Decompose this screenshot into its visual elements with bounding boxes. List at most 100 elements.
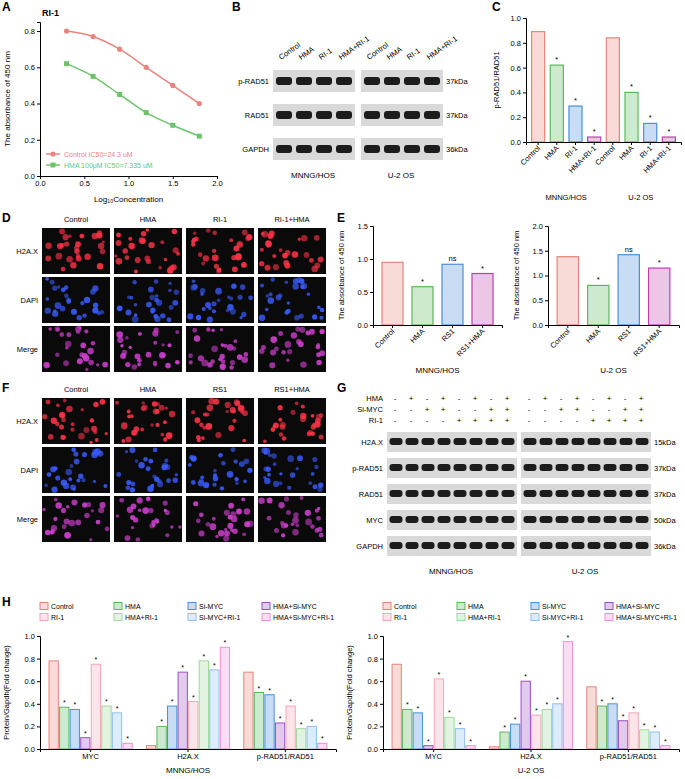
nucleus [146, 496, 150, 500]
band [556, 464, 569, 471]
blot-background [273, 70, 355, 92]
tick-label: 1.5 [533, 247, 543, 256]
tick: 0.4 [25, 700, 40, 709]
nucleus [260, 283, 264, 287]
nucleus [296, 339, 302, 345]
bar [382, 262, 403, 325]
nucleus [214, 264, 219, 269]
nucleus [232, 266, 238, 272]
nucleus [230, 407, 236, 413]
condition-sign: + [559, 405, 564, 414]
tick-label: 0.6 [368, 677, 378, 686]
micrograph [258, 447, 326, 493]
nucleus [45, 242, 51, 248]
blot-background [521, 510, 651, 530]
nucleus [78, 326, 81, 329]
nucleus [307, 292, 310, 295]
nucleus [76, 254, 80, 258]
significance: * [258, 685, 261, 692]
bar [286, 706, 295, 749]
nucleus [266, 467, 271, 472]
axis-line [545, 227, 549, 326]
band [524, 516, 537, 523]
band [316, 145, 332, 153]
blot-background [273, 138, 355, 160]
nucleus [263, 439, 267, 443]
x-axis: ControlHMARS1RS1+HMA [548, 325, 679, 358]
band [422, 516, 435, 523]
significance: * [213, 662, 216, 669]
nucleus [172, 300, 178, 306]
nucleus [146, 352, 152, 358]
band [486, 516, 499, 523]
western-blot: HMA-+-+-+-+-+-+-+-+Si-MYC--++--++--++--+… [352, 394, 676, 577]
nucleus [316, 360, 321, 365]
nucleus [130, 296, 134, 300]
condition-sign: + [489, 405, 494, 414]
nucleus [51, 525, 57, 531]
nucleus [79, 352, 84, 357]
micrograph [258, 277, 326, 323]
nucleus [148, 242, 154, 248]
nucleus [273, 462, 277, 466]
nucleus [202, 307, 206, 311]
band [406, 516, 419, 523]
condition-sign: - [474, 405, 477, 414]
nucleus [138, 508, 142, 512]
significance: * [181, 664, 184, 671]
nucleus [244, 521, 250, 527]
legend-label: Control [394, 603, 417, 610]
tick-mark [37, 704, 40, 705]
bar-chart: *ns*ControlHMARS1RS1+HMA0.00.51.01.52.0T… [512, 222, 680, 375]
nucleus [200, 292, 204, 296]
nucleus [166, 478, 171, 483]
band [406, 464, 419, 471]
condition-sign: - [528, 405, 531, 414]
nucleus [137, 497, 143, 503]
tick-mark [594, 142, 595, 145]
nucleus [301, 235, 308, 242]
plot-area [557, 255, 670, 325]
nucleus [269, 362, 275, 368]
nucleus [137, 363, 141, 367]
significance: * [416, 705, 419, 712]
legend-marker [50, 151, 55, 156]
nucleus [55, 326, 61, 332]
nucleus [203, 413, 207, 417]
nucleus [154, 279, 159, 284]
nucleus [187, 313, 193, 319]
tick-label: 0.5 [533, 296, 543, 305]
nucleus [126, 309, 132, 315]
nucleus [156, 402, 160, 406]
nucleus [154, 298, 159, 303]
row-label: p-RAD51 [238, 77, 269, 86]
nucleus [279, 432, 284, 437]
nucleus [71, 499, 77, 505]
nucleus [235, 253, 241, 259]
band [502, 438, 515, 445]
nucleus [265, 308, 269, 312]
tick-mark [37, 681, 40, 682]
tick-label: Control [519, 144, 543, 168]
nucleus [261, 231, 268, 238]
tick-label: 0.6 [25, 677, 35, 686]
nucleus [267, 297, 274, 304]
nucleus [198, 252, 203, 257]
y-axis-title: Protein/Gapdh(Fold change) [2, 645, 11, 740]
nucleus [200, 475, 204, 479]
nucleus [244, 352, 249, 357]
band [438, 464, 451, 471]
nucleus [272, 254, 276, 258]
tick: HMA [584, 325, 602, 345]
row-label: MYC [366, 516, 383, 525]
nucleus [314, 421, 320, 427]
legend-swatch [262, 603, 270, 610]
nucleus [96, 232, 102, 238]
lane-label: RI-1 [405, 46, 422, 62]
tick: HMA+RI-1 [567, 142, 598, 175]
nucleus [92, 307, 98, 313]
marker [91, 34, 96, 39]
nucleus [208, 398, 215, 405]
condition-sign: - [592, 405, 595, 414]
plot-area [532, 32, 676, 142]
